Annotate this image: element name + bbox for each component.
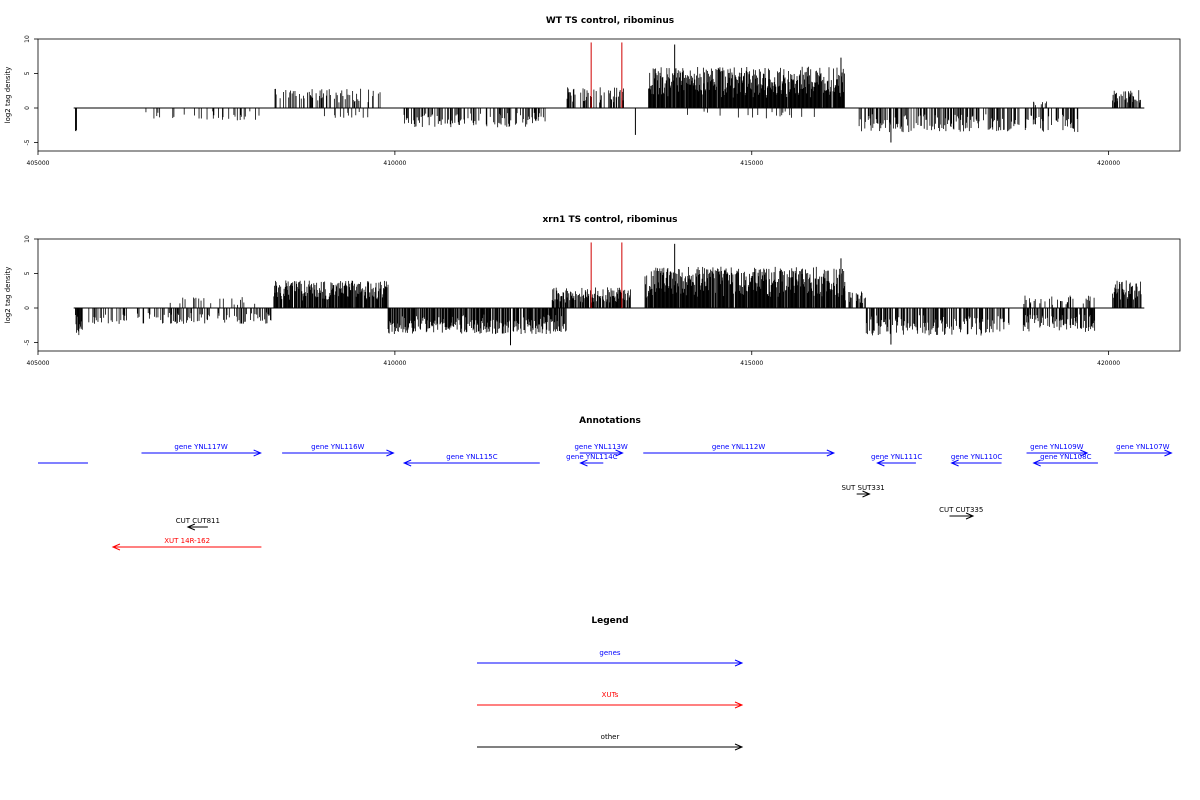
y-axis-label: log2 tag density [4,267,12,324]
annotations-title: Annotations [579,416,641,426]
feature-label: gene YNL116W [311,443,364,451]
feature-label: XUT 14R-162 [164,537,210,545]
feature-label: gene YNL114C [566,453,617,461]
x-tick-label: 405000 [27,360,50,367]
annotation-features: gene YNL117W gene YNL116W gene YNL115C gene… [38,443,1173,551]
y-tick-label: 10 [24,35,31,43]
annotation-feature: SUT SUT331 [841,484,885,498]
x-tick-label: 415000 [740,360,763,367]
feature-label: gene YNL111C [871,453,922,461]
y-axis-label: log2 tag density [4,67,12,124]
feature-label: gene YNL115C [446,453,497,461]
y-tick-label: -5 [24,139,31,145]
y-tick-label: 0 [24,106,31,110]
annotation-feature: CUT CUT811 [176,517,220,531]
annotation-feature: gene YNL114C [566,453,618,467]
feature-label: gene YNL108C [1040,453,1091,461]
annotation-feature: gene YNL107W [1114,443,1173,457]
panel-title: xrn1 TS control, ribominus [542,215,677,225]
feature-label: gene YNL107W [1116,443,1169,451]
annotation-feature: gene YNL113W [574,443,628,457]
legend-entry: other [477,733,744,751]
density-bars [73,242,1145,346]
feature-label: gene YNL112W [712,443,765,451]
plot-frame [37,238,1181,352]
strand-arrowhead [965,512,975,520]
strand-arrowhead [402,459,412,467]
strand-arrowhead [826,449,836,457]
density-bars [73,42,1145,143]
annotation-feature: gene YNL117W [141,443,262,457]
x-tick-label: 405000 [27,160,50,167]
x-tick-label: 415000 [740,160,763,167]
x-axis: 405000 410000 415000 420000 [27,351,1120,367]
strand-arrowhead [862,490,871,498]
annotations-panel: Annotations gene YNL117W gene YNL116Wgene… [38,416,1173,551]
y-tick-label: -5 [24,339,31,345]
feature-label: gene YNL113W [574,443,627,451]
strand-arrowhead [615,449,624,457]
legend-entry: XUTs [477,691,744,709]
feature-label: gene YNL117W [174,443,227,451]
strand-arrowhead [386,449,395,457]
strand-arrowhead [111,543,121,551]
xrn1-density-panel: xrn1 TS control, ribominus log2 tag dens… [4,215,1181,367]
x-tick-label: 420000 [1097,160,1120,167]
annotation-feature: gene YNL108C [1032,453,1098,467]
legend-arrowhead [734,701,744,709]
feature-label: SUT SUT331 [841,484,884,492]
feature-label: CUT CUT335 [939,506,983,514]
strand-arrowhead [950,459,959,467]
x-tick-label: 410000 [383,160,406,167]
annotation-feature: CUT CUT335 [939,506,983,520]
annotation-feature: gene YNL110C [950,453,1002,467]
annotation-feature: gene YNL112W [643,443,836,457]
legend-panel: Legend genes XUTs other [477,616,744,751]
annotation-feature: XUT 14R-162 [111,537,262,551]
x-tick-label: 410000 [383,360,406,367]
legend-label: genes [599,649,620,657]
y-tick-label: 5 [24,271,31,275]
y-tick-label: 5 [24,71,31,75]
feature-label: gene YNL109W [1030,443,1083,451]
legend-entries: genes XUTs other [477,649,744,751]
legend-label: other [601,733,620,741]
annotation-feature: gene YNL115C [402,453,540,467]
x-axis: 405000 410000 415000 420000 [27,151,1120,167]
strand-arrowhead [1080,449,1089,457]
y-tick-label: 10 [24,235,31,243]
y-axis: -5 0 5 10 [24,35,38,145]
x-tick-label: 420000 [1097,360,1120,367]
wt-density-panel: WT TS control, ribominus log2 tag densit… [4,16,1181,167]
legend-arrowhead [734,659,744,667]
annotation-feature: gene YNL116W [282,443,395,457]
feature-label: gene YNL110C [951,453,1002,461]
strand-arrowhead [1164,449,1173,457]
legend-arrowhead [734,743,744,751]
legend-entry: genes [477,649,744,667]
strand-arrowhead [253,449,262,457]
legend-title: Legend [591,616,628,626]
strand-arrowhead [186,523,196,531]
annotation-feature: gene YNL109W [1026,443,1089,457]
panel-title: WT TS control, ribominus [546,16,674,26]
plot-frame [37,38,1181,152]
strand-arrowhead [1032,459,1041,467]
feature-label: CUT CUT811 [176,517,220,525]
y-tick-label: 0 [24,306,31,310]
strand-arrowhead [876,459,885,467]
legend-label: XUTs [602,691,619,699]
annotation-feature: gene YNL111C [871,453,922,467]
y-axis: -5 0 5 10 [24,235,38,345]
strand-arrowhead [579,459,588,467]
